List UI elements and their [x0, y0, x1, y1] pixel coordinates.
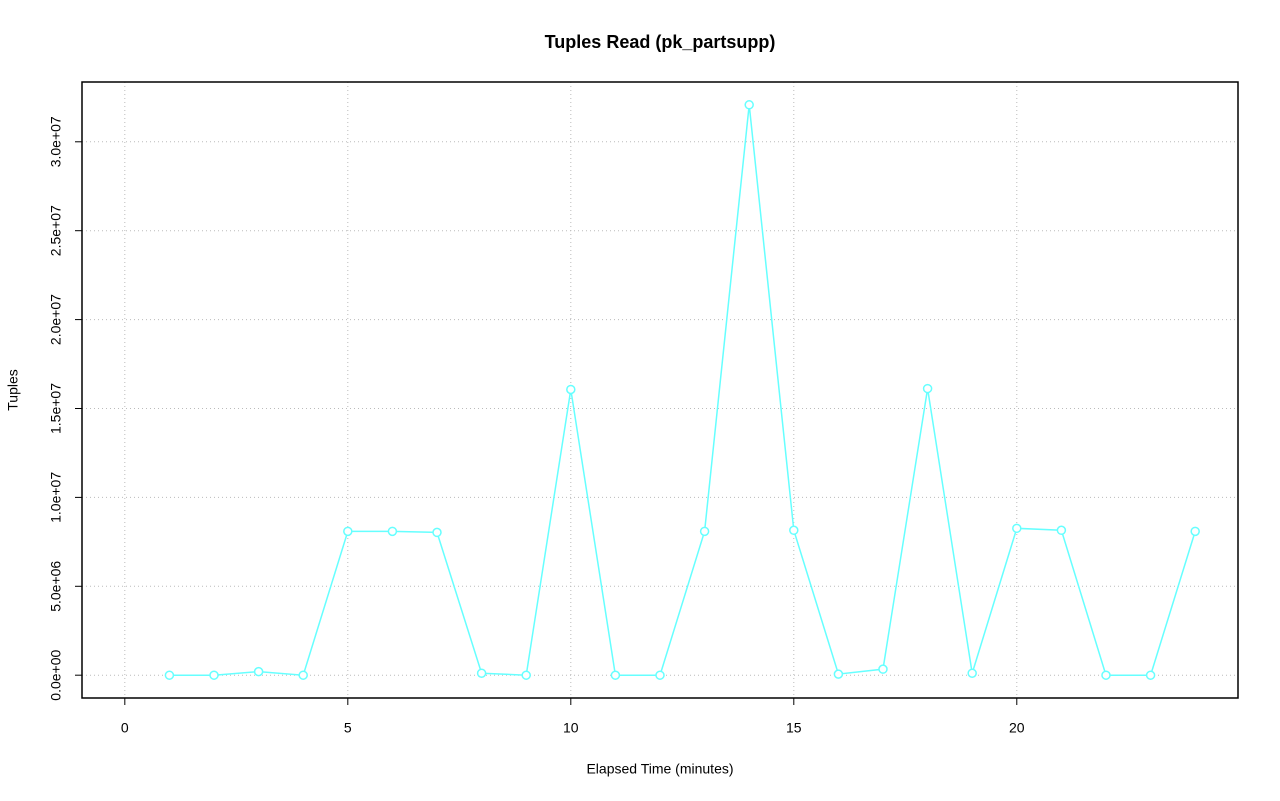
data-point [744, 100, 754, 110]
data-point [521, 670, 531, 680]
y-tick-label: 2.5e+07 [48, 205, 64, 256]
y-tick-label: 1.5e+07 [48, 383, 64, 434]
data-point [566, 384, 576, 395]
data-point [655, 670, 665, 680]
data-point [209, 670, 219, 680]
plot-frame [81, 81, 1239, 699]
data-point [789, 525, 799, 536]
x-tick-label: 10 [563, 720, 579, 736]
chart-title: Tuples Read (pk_partsupp) [545, 32, 776, 52]
data-point [253, 666, 264, 677]
y-tick-label: 2.0e+07 [48, 294, 64, 345]
x-axis-label: Elapsed Time (minutes) [586, 761, 733, 777]
data-point [343, 526, 353, 537]
data-point [1190, 526, 1200, 537]
data-point [878, 664, 888, 674]
y-tick-label: 3.0e+07 [48, 116, 64, 167]
x-tick-label: 20 [1009, 720, 1025, 736]
y-tick-label: 0.0e+00 [48, 649, 64, 700]
data-point [387, 526, 398, 537]
data-point [476, 668, 487, 678]
y-tick-label: 5.0e+06 [48, 561, 64, 612]
y-tick-label: 1.0e+07 [48, 472, 64, 523]
x-tick-label: 0 [121, 720, 129, 736]
series-line [169, 104, 1196, 676]
data-point [922, 383, 933, 394]
data-point [1101, 670, 1111, 680]
x-tick-label: 15 [786, 720, 802, 736]
data-point [610, 670, 621, 680]
data-point [298, 670, 308, 680]
x-tick-label: 5 [344, 720, 352, 736]
data-point [1056, 525, 1067, 536]
data-point [1145, 670, 1156, 680]
data-point [967, 668, 977, 678]
data-point [432, 527, 442, 538]
data-point [699, 526, 710, 537]
data-point [164, 670, 175, 680]
data-point [833, 669, 844, 679]
y-axis-label: Tuples [5, 369, 21, 411]
data-point [1012, 523, 1022, 534]
